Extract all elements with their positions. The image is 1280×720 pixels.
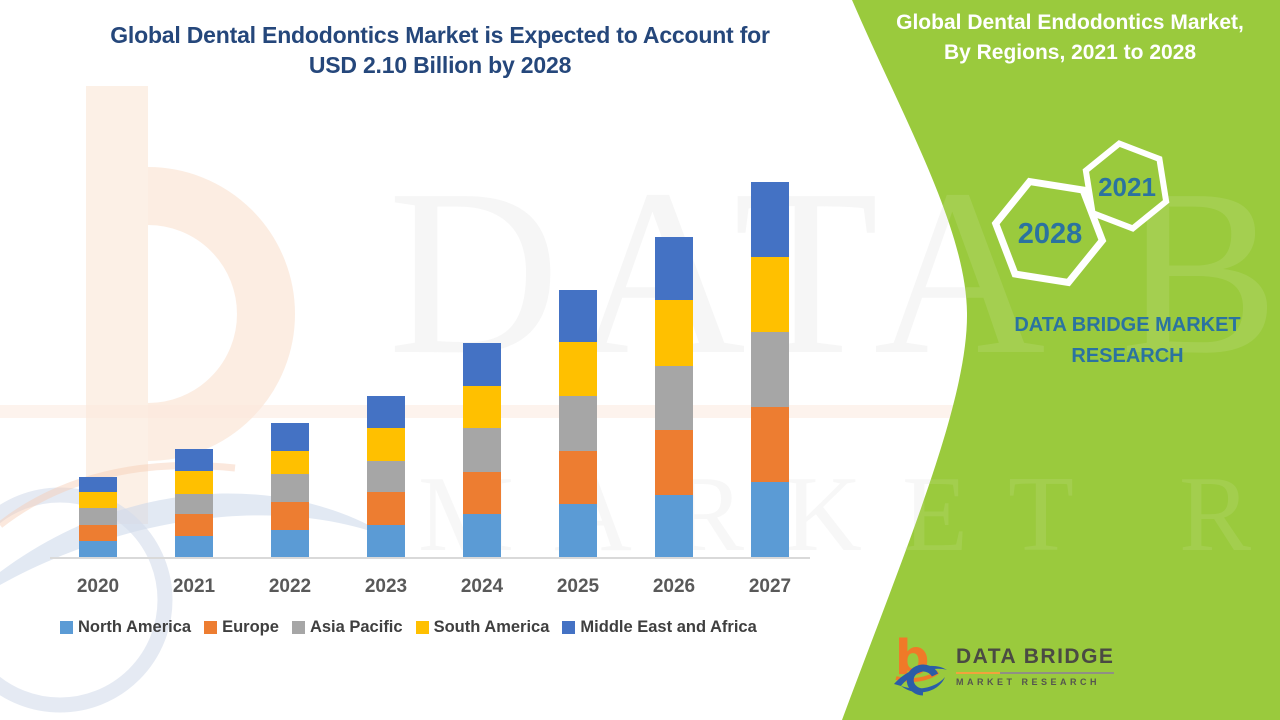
legend-item-middle-east-and-africa: Middle East and Africa bbox=[562, 618, 757, 637]
bar-segment-2021-south-america bbox=[175, 471, 213, 494]
x-axis-label-2026: 2026 bbox=[652, 576, 696, 597]
bar-segment-2021-asia-pacific bbox=[175, 494, 213, 514]
legend-swatch-asia-pacific bbox=[291, 621, 305, 634]
bar-2027 bbox=[751, 182, 789, 557]
right-panel-title: Global Dental Endodontics Market, By Reg… bbox=[870, 8, 1270, 68]
brand-text-line1: DATA BRIDGE MARKET bbox=[1014, 314, 1241, 336]
bar-segment-2020-europe bbox=[79, 525, 117, 541]
bar-segment-2025-south-america bbox=[559, 342, 597, 396]
bar-segment-2021-europe bbox=[175, 514, 213, 536]
bar-segment-2026-europe bbox=[655, 430, 693, 495]
bar-segment-2026-south-america bbox=[655, 300, 693, 366]
bar-2020 bbox=[79, 477, 117, 557]
bar-segment-2021-north-america bbox=[175, 536, 213, 557]
bar-segment-2023-asia-pacific bbox=[367, 461, 405, 492]
bar-segment-2020-north-america bbox=[79, 541, 117, 557]
data-bridge-logo: b DATA BRIDGE MARKET RESEARCH bbox=[893, 632, 1115, 700]
bar-segment-2022-asia-pacific bbox=[271, 474, 309, 502]
bar-2025 bbox=[559, 290, 597, 557]
bar-segment-2026-north-america bbox=[655, 495, 693, 557]
x-axis-line bbox=[50, 557, 810, 559]
bar-segment-2027-europe bbox=[751, 407, 789, 482]
bar-segment-2020-south-america bbox=[79, 492, 117, 508]
bar-2022 bbox=[271, 423, 309, 557]
legend-item-south-america: South America bbox=[415, 618, 550, 637]
right-panel-title-line1: Global Dental Endodontics Market, bbox=[896, 11, 1244, 34]
bar-segment-2024-south-america bbox=[463, 386, 501, 428]
right-panel-title-line2: By Regions, 2021 to 2028 bbox=[943, 41, 1197, 64]
bar-2021 bbox=[175, 449, 213, 557]
bar-segment-2027-middle-east-and-africa bbox=[751, 182, 789, 257]
legend-label-asia-pacific: Asia Pacific bbox=[309, 618, 403, 636]
legend-item-asia-pacific: Asia Pacific bbox=[291, 618, 403, 637]
logo-name: DATA BRIDGE bbox=[956, 645, 1115, 668]
bar-segment-2024-north-america bbox=[463, 514, 501, 557]
legend-swatch-north-america bbox=[60, 621, 73, 634]
legend: North America Europe Asia Pacific South Ame… bbox=[60, 618, 757, 637]
bar-segment-2024-asia-pacific bbox=[463, 428, 501, 472]
bar-segment-2023-north-america bbox=[367, 525, 405, 557]
bar-segment-2023-south-america bbox=[367, 428, 405, 461]
plot-area bbox=[50, 68, 810, 559]
x-axis-labels: 2020 2021 2022 2023 2024 2025 2026 2027 bbox=[50, 576, 810, 602]
brand-text-line2: RESEARCH bbox=[1071, 345, 1184, 367]
legend-swatch-europe bbox=[204, 621, 218, 634]
logo-subtitle: MARKET RESEARCH bbox=[956, 677, 1101, 687]
bar-segment-2022-middle-east-and-africa bbox=[271, 423, 309, 451]
bar-segment-2024-middle-east-and-africa bbox=[463, 343, 501, 386]
bar-segment-2027-asia-pacific bbox=[751, 332, 789, 407]
logo-divider bbox=[956, 672, 1115, 674]
x-axis-label-2027: 2027 bbox=[748, 576, 792, 597]
bar-segment-2021-middle-east-and-africa bbox=[175, 449, 213, 471]
main-title-line2: USD 2.10 Billion by 2028 bbox=[308, 52, 572, 78]
bar-segment-2027-north-america bbox=[751, 482, 789, 557]
legend-swatch-south-america bbox=[415, 621, 429, 634]
legend-label-europe: Europe bbox=[222, 618, 279, 636]
x-axis-label-2023: 2023 bbox=[364, 576, 408, 597]
legend-label-middle-east-and-africa: Middle East and Africa bbox=[580, 618, 757, 636]
bar-2023 bbox=[367, 396, 405, 557]
bar-segment-2020-asia-pacific bbox=[79, 508, 117, 525]
logo-text-block: DATA BRIDGE MARKET RESEARCH bbox=[956, 645, 1115, 687]
legend-item-north-america: North America bbox=[60, 618, 191, 637]
bar-segment-2023-europe bbox=[367, 492, 405, 525]
bar-segment-2026-middle-east-and-africa bbox=[655, 237, 693, 300]
bar-segment-2022-europe bbox=[271, 502, 309, 530]
bar-segment-2027-south-america bbox=[751, 257, 789, 332]
bar-segment-2025-middle-east-and-africa bbox=[559, 290, 597, 342]
bar-2026 bbox=[655, 237, 693, 557]
main-title-line1: Global Dental Endodontics Market is Expe… bbox=[110, 22, 770, 48]
bar-segment-2025-asia-pacific bbox=[559, 396, 597, 451]
x-axis-label-2021: 2021 bbox=[172, 576, 216, 597]
bar-segment-2020-middle-east-and-africa bbox=[79, 477, 117, 492]
legend-item-europe: Europe bbox=[204, 618, 279, 637]
bar-segment-2022-south-america bbox=[271, 451, 309, 474]
data-bridge-logo-icon: b bbox=[894, 632, 947, 696]
legend-label-north-america: North America bbox=[78, 618, 192, 636]
bar-segment-2025-europe bbox=[559, 451, 597, 504]
legend-label-south-america: South America bbox=[433, 618, 550, 636]
bar-2024 bbox=[463, 343, 501, 557]
legend-swatch-middle-east-and-africa bbox=[562, 621, 576, 634]
bar-segment-2024-europe bbox=[463, 472, 501, 514]
brand-text: DATA BRIDGE MARKET RESEARCH bbox=[990, 310, 1265, 372]
main-title: Global Dental Endodontics Market is Expe… bbox=[45, 20, 835, 80]
x-axis-label-2022: 2022 bbox=[268, 576, 312, 597]
x-axis-label-2025: 2025 bbox=[556, 576, 600, 597]
bar-segment-2026-asia-pacific bbox=[655, 366, 693, 430]
bar-segment-2025-north-america bbox=[559, 504, 597, 557]
bar-segment-2022-north-america bbox=[271, 530, 309, 557]
bar-segment-2023-middle-east-and-africa bbox=[367, 396, 405, 428]
x-axis-label-2024: 2024 bbox=[460, 576, 504, 597]
x-axis-label-2020: 2020 bbox=[76, 576, 120, 597]
